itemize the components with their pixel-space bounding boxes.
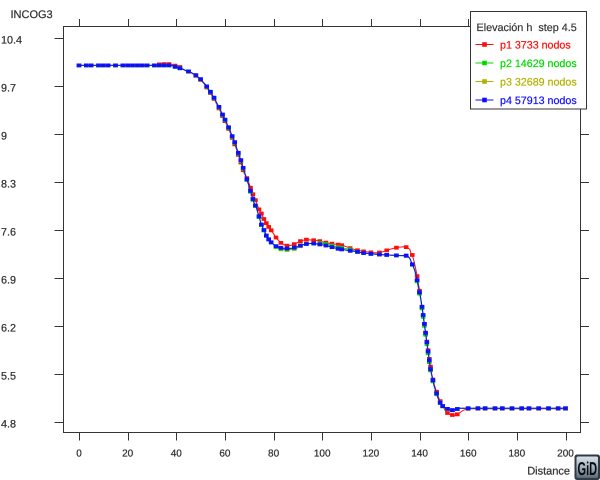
svg-text:9.7: 9.7 — [1, 82, 16, 94]
svg-text:200: 200 — [557, 449, 574, 460]
svg-text:80: 80 — [268, 449, 280, 460]
svg-text:p4 57913 nodos: p4 57913 nodos — [500, 95, 577, 107]
svg-text:40: 40 — [171, 449, 183, 460]
svg-text:p3 32689 nodos: p3 32689 nodos — [500, 76, 577, 88]
svg-text:5.5: 5.5 — [1, 370, 16, 382]
svg-text:20: 20 — [122, 449, 134, 460]
svg-text:Distance: Distance — [527, 466, 570, 478]
svg-text:6.9: 6.9 — [1, 274, 16, 286]
svg-text:10.4: 10.4 — [1, 34, 22, 46]
svg-text:p1 3733 nodos: p1 3733 nodos — [500, 39, 571, 51]
svg-text:4.8: 4.8 — [1, 418, 16, 430]
svg-text:180: 180 — [508, 449, 525, 460]
svg-text:GiD: GiD — [578, 460, 598, 480]
svg-text:6.2: 6.2 — [1, 322, 16, 334]
svg-text:100: 100 — [314, 449, 331, 460]
svg-text:140: 140 — [411, 449, 428, 460]
svg-text:0: 0 — [76, 449, 82, 460]
svg-text:Elevación h step 4.5: Elevación h step 4.5 — [477, 22, 577, 34]
svg-text:7.6: 7.6 — [1, 226, 16, 238]
svg-text:INCOG3: INCOG3 — [11, 9, 53, 21]
svg-text:160: 160 — [460, 449, 477, 460]
svg-text:p2 14629 nodos: p2 14629 nodos — [500, 58, 577, 70]
svg-text:9: 9 — [1, 130, 7, 142]
svg-text:60: 60 — [219, 449, 231, 460]
svg-text:120: 120 — [363, 449, 380, 460]
svg-text:8.3: 8.3 — [1, 178, 16, 190]
